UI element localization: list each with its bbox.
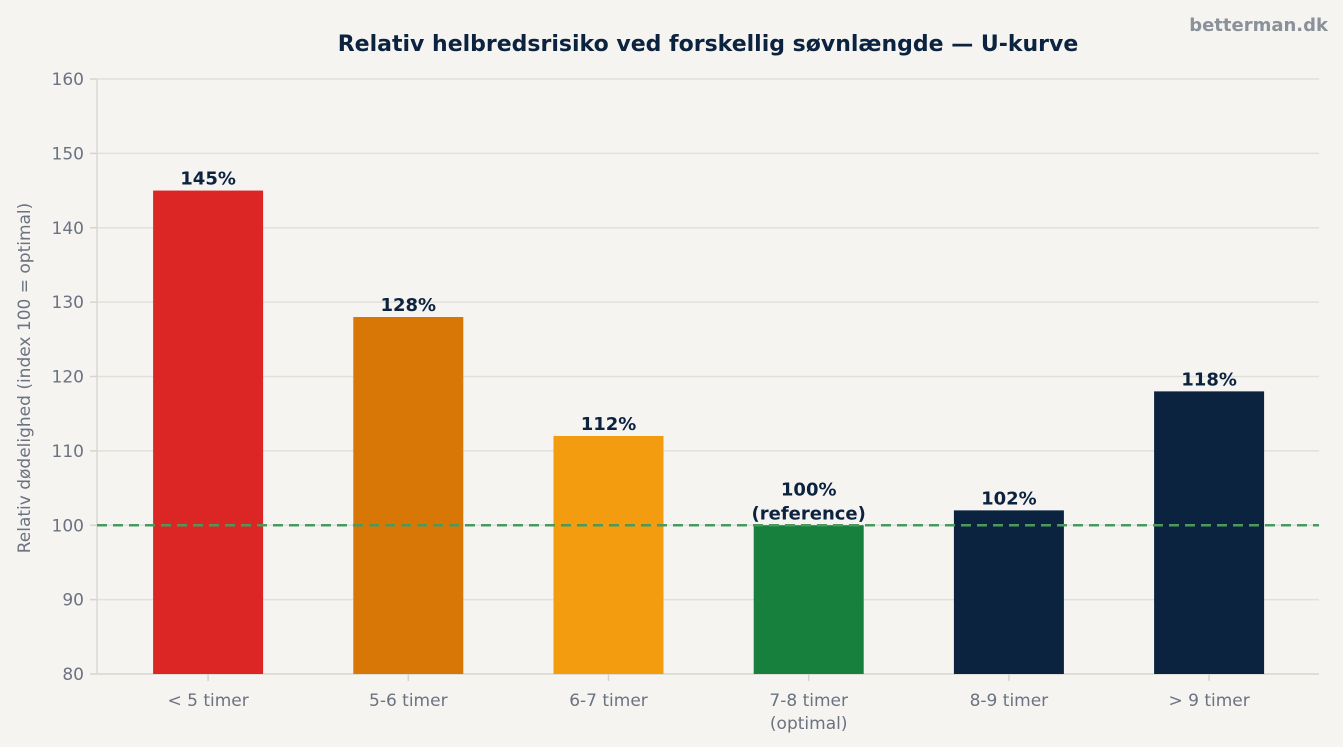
y-tick-labels: 80 90 100 110 120 130 140 150 160 (52, 70, 84, 685)
data-label: 145% (180, 169, 236, 190)
y-tick-label: 150 (52, 144, 84, 164)
bar (1154, 391, 1265, 674)
y-tick-label: 160 (52, 70, 84, 90)
data-label: 128% (380, 295, 436, 316)
grid-lines (97, 78, 1319, 675)
bar (553, 436, 664, 674)
y-tick-label: 100 (52, 516, 84, 536)
bar (153, 190, 264, 674)
data-label: 102% (981, 488, 1037, 509)
x-tick-label: 6-7 timer (569, 691, 648, 711)
y-tick-label: 140 (52, 219, 84, 239)
data-label: 112% (581, 414, 637, 435)
bar (753, 525, 864, 674)
x-tick-label: < 5 timer (167, 691, 248, 711)
bar (353, 317, 464, 674)
x-tick-label: 5-6 timer (369, 691, 448, 711)
watermark: betterman.dk (1189, 15, 1329, 36)
axes (90, 78, 1319, 681)
data-label: 100% (781, 479, 837, 500)
y-tick-label: 120 (52, 368, 84, 388)
x-tick-label: (optimal) (770, 714, 848, 734)
data-label: 118% (1181, 369, 1237, 390)
data-labels: 145% 128% 112% 100% (reference) 102% 118% (180, 169, 1237, 525)
x-tick-label: > 9 timer (1168, 691, 1249, 711)
y-tick-label: 80 (62, 665, 84, 685)
chart-title: Relativ helbredsrisiko ved forskellig sø… (338, 32, 1079, 57)
y-axis-label: Relativ dødelighed (index 100 = optimal) (15, 203, 35, 554)
x-tick-label: 7-8 timer (769, 691, 848, 711)
x-tick-label: 8-9 timer (970, 691, 1049, 711)
bar (953, 510, 1064, 674)
y-tick-label: 130 (52, 293, 84, 313)
data-label: (reference) (752, 503, 866, 524)
x-tick-labels: < 5 timer 5-6 timer 6-7 timer 7-8 timer (opt… (167, 691, 1249, 734)
y-tick-label: 110 (52, 442, 84, 462)
y-tick-label: 90 (62, 591, 84, 611)
bars (153, 190, 1265, 674)
